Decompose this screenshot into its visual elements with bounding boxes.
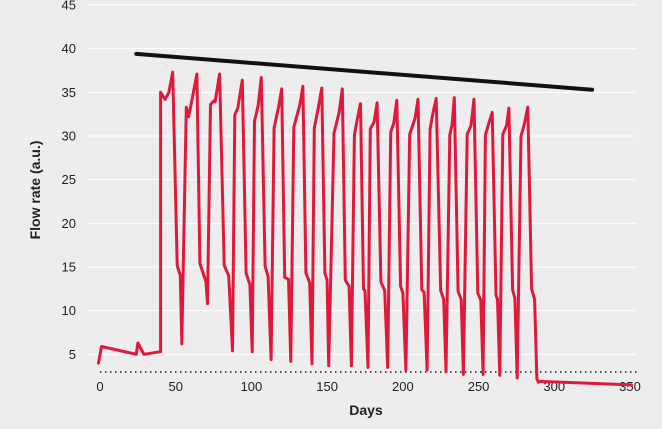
y-tick-label-35: 35 (62, 85, 76, 100)
y-tick-label-20: 20 (62, 216, 76, 231)
series-lines (97, 51, 633, 387)
trend-line (134, 51, 595, 92)
x-tick-label-100: 100 (241, 379, 263, 394)
y-tick-label-45: 45 (62, 0, 76, 13)
y-tick-label-10: 10 (62, 303, 76, 318)
y-tick-label-30: 30 (62, 129, 76, 144)
y-tick-label-15: 15 (62, 260, 76, 275)
x-axis-title: Days (349, 402, 383, 418)
y-tick-label-40: 40 (62, 41, 76, 56)
x-tick-label-0: 0 (96, 379, 103, 394)
x-tick-label-50: 50 (168, 379, 182, 394)
y-axis-title: Flow rate (a.u.) (27, 141, 43, 240)
x-tick-label-150: 150 (316, 379, 338, 394)
y-tick-label-25: 25 (62, 172, 76, 187)
x-tick-label-200: 200 (392, 379, 414, 394)
x-tick-label-350: 350 (619, 379, 641, 394)
x-tick-label-250: 250 (468, 379, 490, 394)
flow-rate-line (97, 70, 633, 387)
y-tick-label-5: 5 (69, 347, 76, 362)
